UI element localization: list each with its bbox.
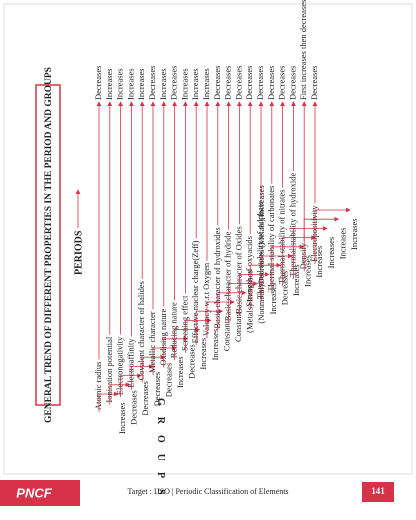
group-connector bbox=[184, 317, 212, 353]
group-trend: Increases bbox=[210, 329, 220, 361]
period-trend: Decreases bbox=[212, 66, 222, 100]
group-trend: (Nonmetal)Decreases (Metals) Increases bbox=[256, 185, 266, 323]
period-trend: Decreases bbox=[255, 66, 265, 100]
group-trend: (Metals) Increases bbox=[245, 270, 255, 333]
group-connector bbox=[303, 216, 340, 272]
group-trend: Increases bbox=[349, 218, 359, 250]
period-trend: Decreases bbox=[287, 66, 297, 100]
group-connector bbox=[217, 290, 247, 331]
property: Thermal stability of carbonates bbox=[266, 186, 276, 292]
group-trend: Decreases bbox=[129, 390, 139, 424]
property: Covalent character of halides bbox=[136, 281, 146, 380]
group-connector bbox=[195, 308, 224, 346]
period-trend: Decreases bbox=[147, 66, 157, 100]
period-trend: Increases bbox=[125, 68, 135, 100]
property: Thermal stability of hydroxide bbox=[287, 172, 297, 276]
group-connector bbox=[163, 336, 189, 368]
period-trend: Decreases bbox=[309, 66, 319, 100]
group-connector bbox=[206, 299, 235, 338]
period-trend: Increases bbox=[136, 68, 146, 100]
brand: PNCF bbox=[16, 485, 52, 500]
group-connector bbox=[260, 253, 293, 301]
period-trend: Increases bbox=[104, 68, 114, 100]
property: Thermal stability of sulphate bbox=[255, 201, 265, 299]
period-trend: Increases bbox=[158, 68, 168, 100]
property: Electronegativity bbox=[115, 336, 125, 395]
group-trend: Decreases bbox=[140, 381, 150, 415]
property: Oxidising nature bbox=[158, 308, 168, 365]
group-connector bbox=[152, 345, 177, 375]
group-connector bbox=[314, 207, 351, 264]
group-trend: Increases bbox=[175, 356, 185, 388]
period-trend: Increases bbox=[201, 68, 211, 100]
group-trend: Decreases bbox=[152, 372, 162, 406]
footer-text: Target : IJSO | Periodic Classification … bbox=[127, 487, 288, 496]
property: Thermal stability of nitrates bbox=[277, 190, 287, 285]
property: Density bbox=[298, 242, 308, 269]
group-trend: Increases bbox=[268, 283, 278, 315]
property: Basic character of Oxides bbox=[233, 226, 243, 314]
group-trend: Increases bbox=[117, 402, 127, 434]
group-trend: Decreases bbox=[187, 344, 197, 378]
property: Strength of oxyacids bbox=[244, 236, 254, 306]
period-trend: Increases bbox=[190, 68, 200, 100]
periods-label: PERIODS bbox=[73, 230, 84, 275]
period-trend: First increases then decreases bbox=[298, 0, 308, 100]
property: Reducing nature bbox=[169, 302, 179, 358]
period-trend: Decreases bbox=[169, 66, 179, 100]
group-connector bbox=[109, 382, 131, 405]
group-connector bbox=[228, 281, 259, 324]
period-trend: Decreases bbox=[266, 66, 276, 100]
title: GENERAL TREND OF DIFFERENT PROPERTIES IN… bbox=[44, 67, 54, 423]
group-trend: Increases bbox=[291, 264, 301, 296]
group-connector bbox=[249, 262, 282, 309]
group-trend: Constant bbox=[221, 320, 231, 351]
property: Electropositivity bbox=[309, 205, 319, 262]
page-border bbox=[3, 3, 413, 475]
page-number-box bbox=[362, 482, 394, 502]
period-trend: Decreases bbox=[277, 66, 287, 100]
group-connector bbox=[130, 363, 154, 390]
title-box bbox=[35, 84, 61, 406]
property: Atomic radius bbox=[93, 362, 103, 410]
period-trend: Decreases bbox=[223, 66, 233, 100]
group-trend: Increases bbox=[303, 255, 313, 287]
group-trend: Increases bbox=[198, 338, 208, 370]
group-connector bbox=[174, 327, 200, 361]
rotated-content: GENERAL TREND OF DIFFERENT PROPERTIES IN… bbox=[35, 0, 359, 434]
group-trend: Decreases bbox=[163, 363, 173, 397]
group-trend: Increases bbox=[337, 228, 347, 260]
group-connector bbox=[141, 354, 166, 383]
period-trend: Decreases bbox=[93, 66, 103, 100]
property: Valency w.r.t Oxygen bbox=[201, 262, 211, 336]
group-connector bbox=[98, 391, 119, 412]
group-trend: Increases bbox=[314, 246, 324, 278]
brand-box bbox=[0, 480, 80, 506]
period-trend: Decreases bbox=[244, 66, 254, 100]
page-number: 141 bbox=[371, 486, 385, 496]
group-trend: Decreases bbox=[279, 271, 289, 305]
group-trend: Constant bbox=[233, 311, 243, 342]
group-connector bbox=[120, 373, 142, 398]
property: Basic character of hydride bbox=[223, 232, 233, 322]
period-trend: Increases bbox=[179, 68, 189, 100]
period-trend: Increases bbox=[115, 68, 125, 100]
group-connector bbox=[292, 225, 328, 279]
property: Ionisation potential bbox=[104, 336, 114, 403]
property: Effective nuclear charge(Zeff) bbox=[190, 240, 200, 343]
groups-label: GROUPS bbox=[155, 398, 166, 506]
property: Metallic character bbox=[147, 311, 157, 373]
group-connector bbox=[238, 271, 270, 316]
property: Electroaffinity bbox=[125, 338, 135, 388]
group-trend: Increases bbox=[326, 237, 336, 269]
period-trend: Decreases bbox=[233, 66, 243, 100]
property: Screening effect bbox=[179, 295, 189, 351]
property: Basic character of hydroxides bbox=[212, 227, 222, 328]
